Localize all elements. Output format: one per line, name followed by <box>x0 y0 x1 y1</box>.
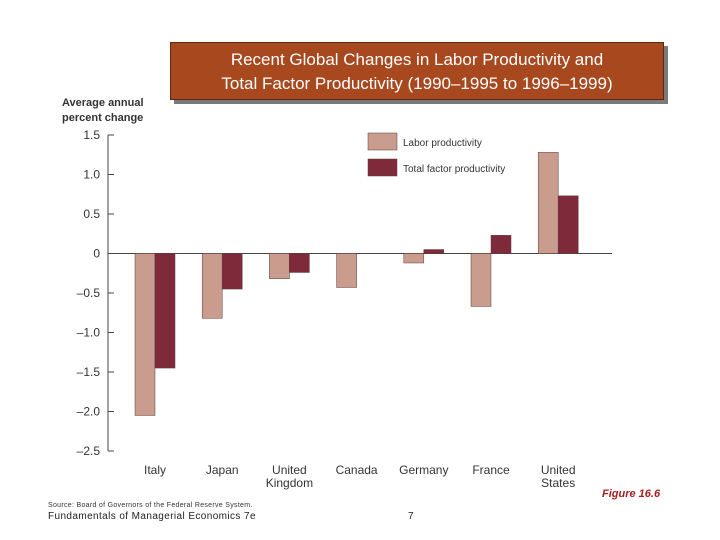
category-label: Kingdom <box>266 476 313 490</box>
source-note: Source: Board of Governors of the Federa… <box>48 502 253 509</box>
category-label: Italy <box>144 463 166 477</box>
legend-label-labor: Labor productivity <box>403 138 482 149</box>
labor-bar-italy <box>134 253 156 416</box>
legend-label-tfp: Total factor productivity <box>403 164 505 175</box>
category-label: United <box>272 463 307 477</box>
legend-swatch-labor <box>367 132 398 151</box>
category-label: United <box>541 463 576 477</box>
tfp-bar-italy <box>154 253 176 369</box>
y-tick-label: 0 <box>93 247 100 261</box>
category-label: France <box>472 463 510 477</box>
category-label: Germany <box>399 463 448 477</box>
page-number: 7 <box>408 511 414 522</box>
y-tick-label: –0.5 <box>77 286 101 300</box>
y-axis-label-line-2: percent change <box>62 112 143 124</box>
tfp-bar-united-kingdom <box>289 253 310 273</box>
y-tick-label: –1.0 <box>77 326 101 340</box>
productivity-bar-chart: Average annual percent change 1.5 1.0 0.5 0 –0… <box>62 97 612 490</box>
tfp-bar-japan <box>221 253 243 290</box>
y-tick-label: 1.5 <box>83 128 100 142</box>
labor-bar-france <box>470 253 492 307</box>
y-tick-label: –2.5 <box>77 444 101 458</box>
y-tick-label: –2.0 <box>77 405 101 419</box>
slide-title: Recent Global Changes in Labor Productiv… <box>170 42 664 100</box>
labor-bar-united-states <box>537 152 559 254</box>
labor-bar-canada <box>336 253 357 288</box>
tfp-bar-france <box>490 235 512 254</box>
y-tick-label: –1.5 <box>77 365 101 379</box>
category-label: States <box>541 476 575 490</box>
figure-label: Figure 16.6 <box>602 488 661 500</box>
legend-swatch-tfp <box>367 158 398 177</box>
y-tick-label: 1.0 <box>83 168 100 182</box>
labor-bar-germany <box>403 253 425 264</box>
title-line-1: Recent Global Changes in Labor Productiv… <box>230 50 604 69</box>
labor-bar-japan <box>201 253 223 319</box>
title-line-2: Total Factor Productivity (1990–1995 to … <box>221 74 613 93</box>
category-label: Canada <box>336 463 378 477</box>
y-tick-label: 0.5 <box>83 207 100 221</box>
tfp-bar-germany <box>423 249 445 254</box>
tfp-bar-united-states <box>557 195 579 254</box>
footer-book-title: Fundamentals of Managerial Economics 7e <box>48 511 256 522</box>
labor-bar-united-kingdom <box>269 253 290 280</box>
category-label: Japan <box>206 463 239 477</box>
y-axis-label-line-1: Average annual <box>62 97 144 109</box>
